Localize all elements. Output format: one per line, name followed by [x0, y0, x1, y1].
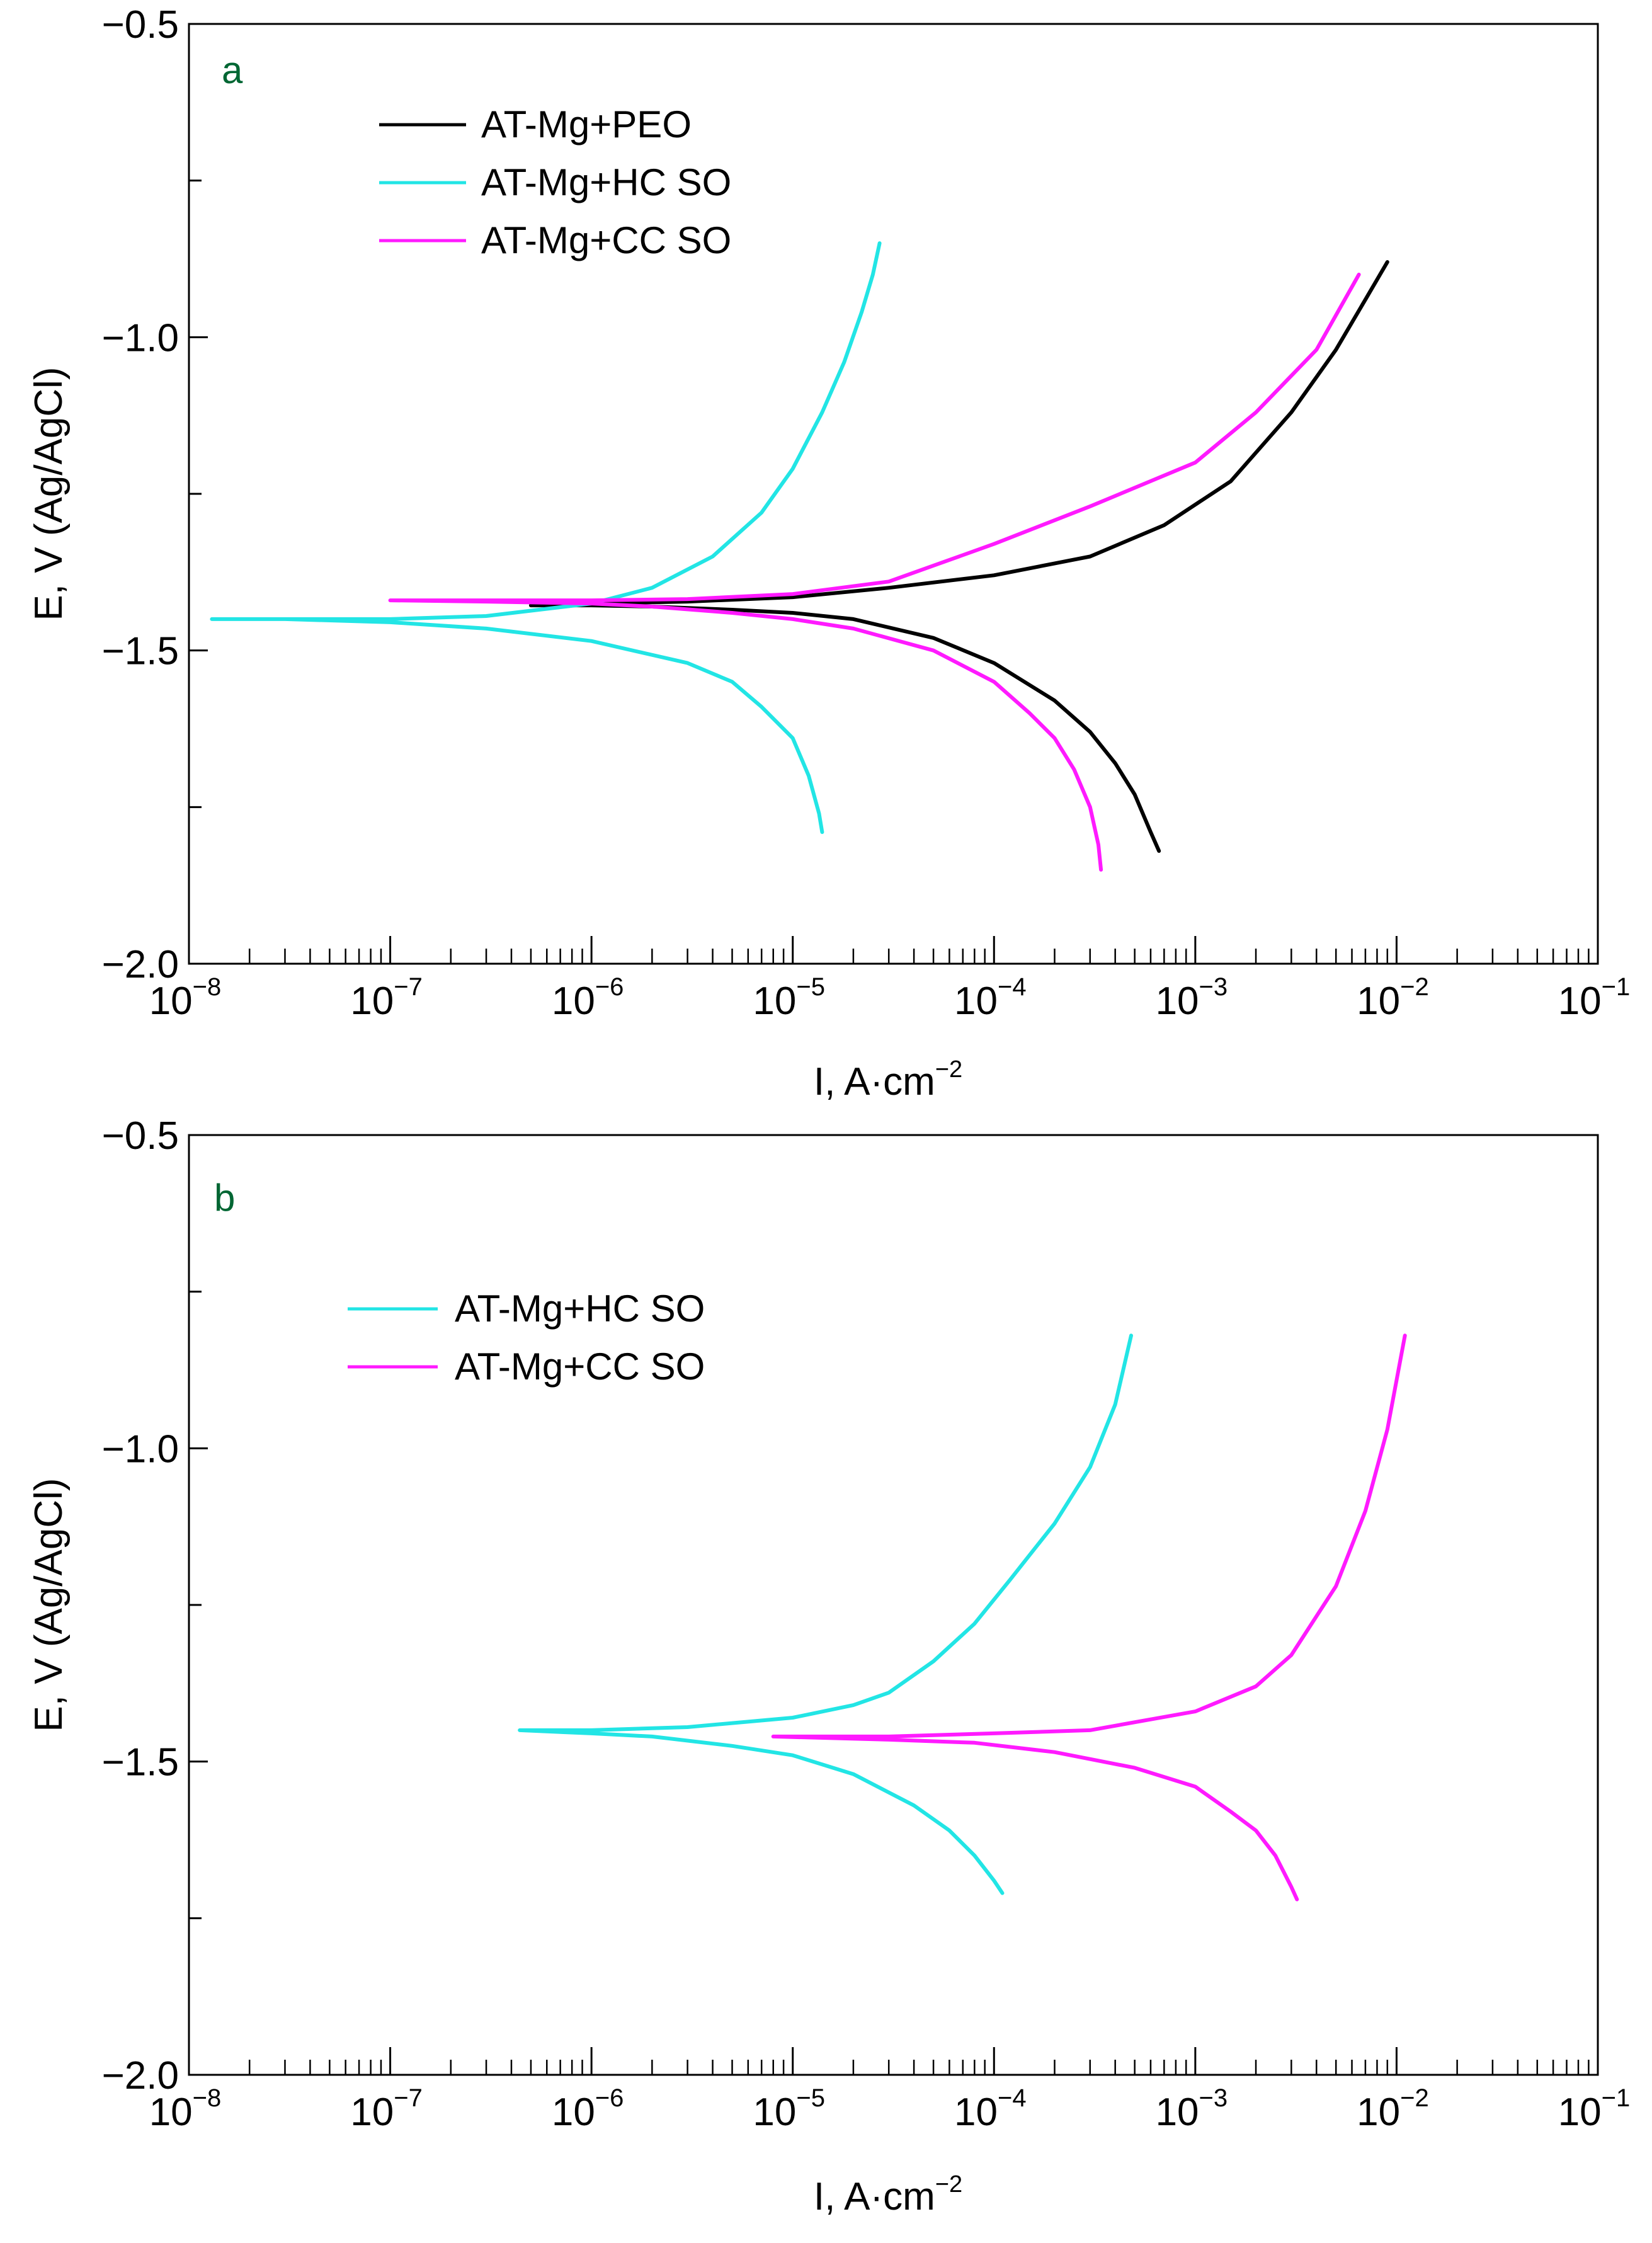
- x-tick-label: 10−8: [149, 973, 222, 1023]
- legend: AT-Mg+HC SO AT-Mg+CC SO: [348, 1287, 705, 1388]
- x-tick-labels: 10−8 10−7 10−6 10−5 10−4 10−3 10−2 10−1: [149, 2084, 1631, 2134]
- y-tick-label: −0.5: [102, 3, 179, 47]
- chart-panel-b: b AT-Mg+HC SO AT-Mg+CC SO 10−8 10−7 10−6 10…: [27, 1114, 1630, 2218]
- legend: AT-Mg+PEO AT-Mg+HC SO AT-Mg+CC SO: [379, 103, 731, 261]
- x-tick-label: 10−3: [1156, 2084, 1228, 2134]
- axis-ticks: [188, 23, 1599, 965]
- x-tick-label: 10−4: [954, 973, 1027, 1023]
- y-tick-labels: −2.0 −1.5 −1.0 −0.5: [102, 3, 179, 986]
- series-line-at-mg-hc-so: [518, 1333, 1133, 1895]
- x-tick-label: 10−7: [350, 2084, 423, 2134]
- y-axis-label: E, V (Ag/AgCl): [27, 1478, 71, 1732]
- x-tick-label: 10−4: [954, 2084, 1027, 2134]
- x-axis-label-exponent: −2: [935, 2171, 962, 2198]
- chart-panel-a: a AT-Mg+PEO AT-Mg+HC SO AT-Mg+CC SO 10−8…: [27, 3, 1630, 1104]
- x-axis-label-exponent: −2: [935, 1056, 962, 1083]
- y-tick-label: −2.0: [102, 943, 179, 986]
- axis-ticks: [188, 1134, 1599, 2076]
- x-tick-label: 10−5: [753, 2084, 825, 2134]
- y-tick-label: −0.5: [102, 1114, 179, 1158]
- x-tick-label: 10−2: [1357, 973, 1429, 1023]
- legend-label-0: AT-Mg+HC SO: [455, 1287, 705, 1330]
- x-tick-label: 10−5: [753, 973, 825, 1023]
- series-line-at-mg-hc-so: [210, 241, 882, 835]
- x-tick-labels: 10−8 10−7 10−6 10−5 10−4 10−3 10−2 10−1: [149, 973, 1631, 1023]
- x-tick-label: 10−6: [552, 973, 624, 1023]
- x-axis-label: I, A·cm−2: [814, 1056, 962, 1104]
- y-tick-label: −1.0: [102, 316, 179, 360]
- x-axis-label-text: I, A·cm: [814, 2175, 935, 2218]
- y-tick-labels: −2.0 −1.5 −1.0 −0.5: [102, 1114, 179, 2097]
- x-tick-label: 10−1: [1558, 973, 1631, 1023]
- x-tick-label: 10−1: [1558, 2084, 1631, 2134]
- x-tick-label: 10−7: [350, 973, 423, 1023]
- x-tick-label: 10−8: [149, 2084, 222, 2134]
- plot-frame: [188, 23, 1599, 965]
- plot-frame: [188, 1134, 1599, 2076]
- y-axis-label: E, V (Ag/AgCl): [27, 367, 71, 620]
- y-tick-label: −1.0: [102, 1427, 179, 1471]
- legend-label-1: AT-Mg+CC SO: [455, 1345, 705, 1388]
- series-line-at-mg-cc-so: [771, 1333, 1407, 1902]
- legend-label-2: AT-Mg+CC SO: [481, 219, 731, 261]
- x-axis-label-text: I, A·cm: [814, 1060, 935, 1104]
- x-tick-label: 10−3: [1156, 973, 1228, 1023]
- series-layer: [210, 241, 1389, 872]
- panel-label: a: [222, 49, 243, 91]
- series-line-at-mg-cc-so: [388, 272, 1361, 872]
- y-tick-label: −1.5: [102, 1741, 179, 1784]
- x-tick-label: 10−6: [552, 2084, 624, 2134]
- series-layer: [518, 1333, 1407, 1902]
- panel-label: b: [214, 1177, 235, 1219]
- x-axis-label: I, A·cm−2: [814, 2171, 962, 2218]
- y-tick-label: −2.0: [102, 2054, 179, 2097]
- y-tick-label: −1.5: [102, 630, 179, 673]
- legend-label-1: AT-Mg+HC SO: [481, 161, 731, 203]
- x-tick-label: 10−2: [1357, 2084, 1429, 2134]
- legend-label-0: AT-Mg+PEO: [481, 103, 692, 146]
